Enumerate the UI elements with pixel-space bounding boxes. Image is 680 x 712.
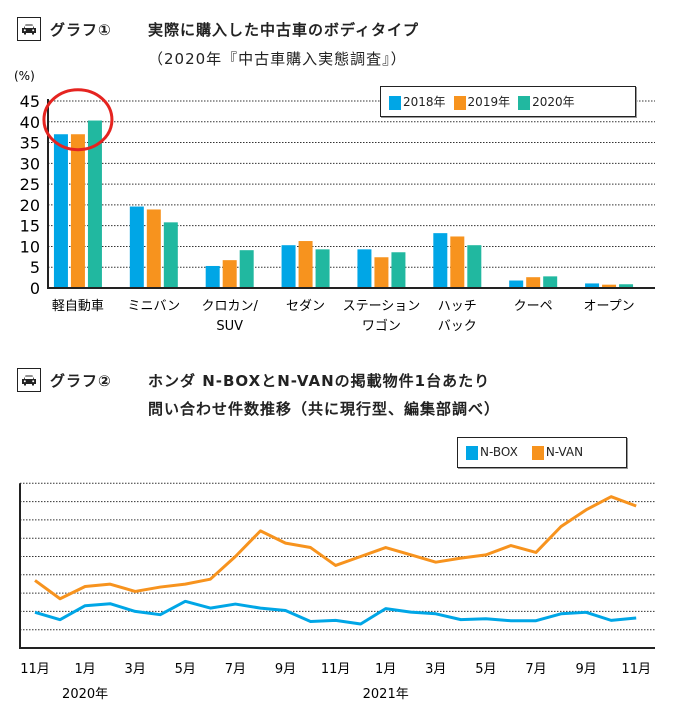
- x-tick-label: セダン: [286, 299, 325, 314]
- y-tick-label: 0: [30, 279, 40, 298]
- x-tick-label: ステーション: [343, 299, 421, 314]
- x-tick-label: 11月: [20, 662, 50, 677]
- legend-item-2019: 2019年: [453, 93, 511, 110]
- legend-item-nbox: N-BOX: [466, 445, 518, 460]
- legend-label: N-VAN: [545, 445, 584, 460]
- x-tick-label: 1月: [375, 662, 396, 677]
- legend-label: 2018年: [403, 95, 446, 109]
- bar-2018年: [433, 233, 448, 288]
- bar-2019年: [222, 260, 237, 288]
- bar-2019年: [70, 134, 85, 288]
- x-tick-label: 11月: [621, 662, 651, 677]
- bar-2018年: [585, 283, 600, 288]
- chart1-legend: 2018年 2019年 2020年: [380, 86, 636, 117]
- legend-item-2020: 2020年: [518, 93, 575, 110]
- y-tick-label: 5: [30, 258, 40, 277]
- bar-2020年: [163, 222, 178, 288]
- year-label: 2020年: [62, 687, 108, 702]
- legend-label: 2019年: [467, 95, 511, 109]
- chart2-legend: N-BOX N-VAN: [457, 437, 627, 468]
- line-N-BOX: [34, 599, 637, 626]
- bar-2018年: [53, 134, 68, 288]
- line-chart: 11月 1月 3月 5月 7月 9月 11月 1月 3月 5月 7月 9月 11月 2020年 2021年: [19, 482, 655, 702]
- x-tick-label: ミニバン: [127, 299, 180, 314]
- bar-2018年: [129, 206, 144, 288]
- x-tick-label: バック: [438, 319, 477, 334]
- y-tick-label: 30: [20, 154, 40, 173]
- x-tick-label: ワゴン: [362, 318, 401, 334]
- x-tick-label: 軽自動車: [52, 299, 104, 314]
- x-tick-label: SUV: [216, 319, 243, 334]
- car-icon: [17, 17, 41, 41]
- graph1-subtitle: （2020年『中古車購入実態調査』）: [148, 50, 407, 68]
- x-tick-label: クロカン/: [201, 299, 258, 314]
- x-tick-label: 3月: [425, 662, 446, 677]
- legend-swatch: [453, 95, 466, 110]
- bar-2018年: [205, 265, 220, 288]
- bar-2019年: [298, 241, 313, 288]
- y-tick-label: 20: [20, 196, 40, 215]
- y-tick-label: 10: [20, 237, 40, 256]
- bar-2020年: [315, 249, 330, 288]
- highlight-circle: [42, 88, 114, 152]
- legend-swatch: [518, 95, 531, 110]
- legend-swatch: [531, 445, 544, 460]
- y-tick-label: 45: [20, 92, 40, 111]
- y-tick-label: 40: [20, 113, 40, 132]
- bar-2019年: [526, 277, 541, 288]
- x-tick-label: 9月: [275, 662, 296, 677]
- x-tick-label: 1月: [74, 662, 95, 677]
- bar-2018年: [509, 280, 524, 288]
- x-tick-label: 7月: [225, 662, 246, 677]
- legend-swatch: [466, 445, 478, 460]
- x-tick-label: 5月: [475, 662, 496, 677]
- x-tick-label: 9月: [575, 662, 596, 677]
- legend-label: N-BOX: [480, 445, 518, 460]
- bar-2020年: [239, 250, 254, 288]
- y-axis-unit: (%): [14, 69, 35, 83]
- line-N-VAN: [34, 495, 637, 601]
- bar-2019年: [146, 209, 161, 288]
- bar-2018年: [357, 249, 372, 288]
- graph2-title: ホンダ N-BOXとN-VANの掲載物件1台あたり: [148, 372, 491, 390]
- bar-2020年: [87, 120, 102, 288]
- graph2-subtitle: 問い合わせ件数推移（共に現行型、編集部調べ）: [148, 400, 501, 418]
- bar-2019年: [450, 236, 465, 288]
- bar-2020年: [467, 245, 482, 288]
- year-label: 2021年: [363, 687, 409, 702]
- graph1-title: 実際に購入した中古車のボディタイプ: [148, 21, 419, 39]
- x-tick-label: 7月: [525, 662, 546, 677]
- bar-2019年: [374, 257, 389, 288]
- x-tick-label: オープン: [583, 299, 634, 314]
- x-tick-label: クーペ: [514, 299, 553, 314]
- legend-label: 2020年: [532, 95, 575, 109]
- bar-2020年: [543, 276, 558, 288]
- x-tick-label: 11月: [321, 662, 351, 677]
- legend-item-nvan: N-VAN: [531, 445, 584, 460]
- y-tick-label: 35: [20, 134, 40, 153]
- x-tick-label: ハッチ: [438, 299, 477, 314]
- legend-swatch: [389, 95, 401, 110]
- bar-2020年: [391, 252, 406, 288]
- y-tick-label: 25: [20, 175, 40, 194]
- legend-item-2018: 2018年: [389, 93, 446, 110]
- bar-2019年: [602, 284, 617, 288]
- x-tick-label: 5月: [175, 662, 196, 677]
- graph1-label: グラフ①: [50, 21, 112, 39]
- y-tick-label: 15: [20, 217, 40, 236]
- x-tick-label: 3月: [125, 662, 146, 677]
- car-icon: [17, 368, 41, 392]
- bar-2018年: [281, 245, 296, 288]
- graph2-label: グラフ②: [50, 372, 112, 390]
- bar-2020年: [619, 284, 634, 288]
